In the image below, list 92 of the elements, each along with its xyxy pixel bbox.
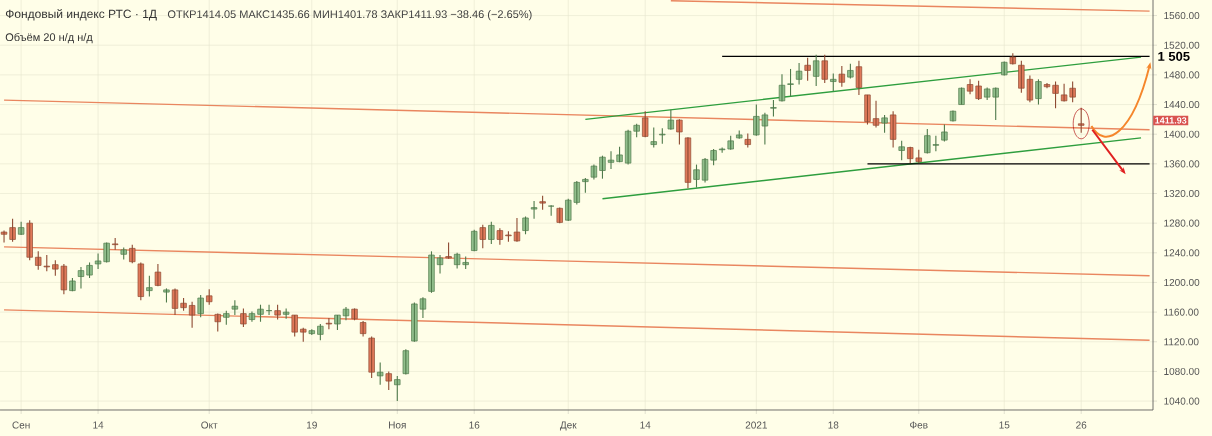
candlestick bbox=[35, 250, 42, 271]
y-tick-label: 1200.00 bbox=[1164, 278, 1200, 286]
candlestick bbox=[582, 177, 589, 194]
candlestick bbox=[736, 129, 743, 140]
candlestick bbox=[197, 294, 204, 318]
x-tick-label: Ноя bbox=[389, 421, 406, 429]
x-tick-label: Дек bbox=[559, 421, 577, 431]
text: Фондовый индекс РТС · 1Д bbox=[5, 9, 157, 21]
text: 1411.93 bbox=[1155, 117, 1187, 124]
candlestick bbox=[1009, 52, 1016, 66]
candlestick bbox=[334, 314, 341, 331]
candlestick bbox=[659, 127, 666, 145]
candlestick bbox=[86, 261, 93, 279]
candlestick bbox=[206, 288, 213, 306]
text: Объём 20 н/д н/д bbox=[5, 32, 93, 44]
x-tick-label: 19 bbox=[307, 421, 317, 429]
candlestick bbox=[547, 204, 555, 217]
y-tick-label: 1440.00 bbox=[1164, 100, 1200, 109]
candlestick bbox=[522, 215, 529, 235]
candlestick bbox=[813, 54, 820, 87]
candlestick bbox=[530, 200, 538, 220]
candlestick bbox=[325, 317, 333, 330]
candlestick bbox=[821, 54, 828, 84]
candlestick bbox=[1035, 78, 1042, 106]
y-tick-label: 1360.00 bbox=[1164, 160, 1200, 168]
candlestick bbox=[787, 68, 794, 97]
x-tick-label: Окт bbox=[201, 421, 218, 429]
x-tick-label: Сен bbox=[12, 421, 30, 429]
x-tick-label: 2021 bbox=[745, 421, 767, 429]
candlestick bbox=[642, 110, 649, 138]
candlestick bbox=[958, 86, 965, 106]
candlestick bbox=[693, 164, 700, 189]
candlestick bbox=[26, 219, 33, 261]
x-tick-label: 26 bbox=[1076, 421, 1087, 429]
candlestick bbox=[1078, 107, 1085, 134]
candlestick bbox=[847, 63, 854, 80]
candlestick bbox=[539, 195, 546, 211]
candlestick bbox=[744, 132, 751, 149]
y-tick-label: 1160.00 bbox=[1164, 308, 1199, 316]
candlestick bbox=[163, 287, 170, 304]
candlestick bbox=[667, 109, 675, 131]
candlestick bbox=[240, 307, 247, 328]
y-tick-label: 1040.00 bbox=[1164, 397, 1200, 405]
y-tick-label: 1560.00 bbox=[1164, 12, 1200, 20]
y-tick-label: 1240.00 bbox=[1164, 249, 1200, 257]
candlestick bbox=[838, 65, 845, 88]
y-tick-label: 1320.00 bbox=[1164, 189, 1200, 198]
candlestick bbox=[650, 126, 657, 149]
candlestick bbox=[291, 314, 298, 338]
candlestick bbox=[881, 114, 888, 134]
candlestick bbox=[898, 140, 905, 161]
candlestick bbox=[385, 370, 392, 391]
text: 1 505 bbox=[1158, 51, 1190, 61]
candlestick bbox=[479, 224, 486, 249]
candlestick bbox=[1052, 81, 1059, 109]
candlestick bbox=[1001, 60, 1008, 77]
candlestick bbox=[471, 229, 478, 252]
candlestick bbox=[428, 250, 435, 294]
y-tick-label: 1480.00 bbox=[1164, 71, 1200, 79]
candlestick bbox=[599, 155, 606, 180]
x-tick-label: 15 bbox=[999, 421, 1010, 429]
x-tick-label: 16 bbox=[469, 421, 480, 429]
candlestick bbox=[282, 307, 290, 320]
y-tick-label: 1120.00 bbox=[1164, 338, 1199, 346]
candlestick bbox=[351, 307, 358, 321]
y-tick-label: 1520.00 bbox=[1164, 41, 1200, 49]
annotation: ОТКР1414.05 МАКС1435.66 МИН1401.78 ЗАКР1411.93 −38.46 (−2.65%) bbox=[167, 10, 532, 21]
x-tick-label: 14 bbox=[640, 421, 651, 429]
candlestick bbox=[368, 336, 375, 379]
candlestick bbox=[129, 244, 136, 264]
y-tick-label: 1080.00 bbox=[1164, 367, 1200, 375]
candlestick bbox=[445, 241, 452, 260]
candlestick bbox=[300, 327, 307, 343]
candlestick bbox=[274, 304, 281, 321]
candlestick bbox=[223, 310, 230, 326]
candlestick bbox=[488, 221, 495, 245]
candlestick bbox=[137, 261, 144, 301]
candlestick bbox=[804, 57, 811, 82]
candlestick bbox=[676, 118, 683, 146]
candlestick bbox=[146, 275, 153, 298]
candlestick bbox=[864, 94, 871, 126]
candlestick bbox=[402, 348, 410, 375]
y-tick-label: 1280.00 bbox=[1164, 219, 1200, 227]
candlestick bbox=[394, 375, 401, 402]
x-tick-label: 18 bbox=[828, 421, 839, 429]
candlestick bbox=[180, 297, 187, 312]
candlestick bbox=[830, 72, 837, 92]
x-tick-label: 14 bbox=[93, 421, 104, 429]
candlestick bbox=[377, 361, 384, 386]
y-tick-label: 1400.00 bbox=[1164, 130, 1200, 138]
x-tick-label: Фев bbox=[910, 421, 928, 429]
candlestick bbox=[112, 237, 119, 251]
